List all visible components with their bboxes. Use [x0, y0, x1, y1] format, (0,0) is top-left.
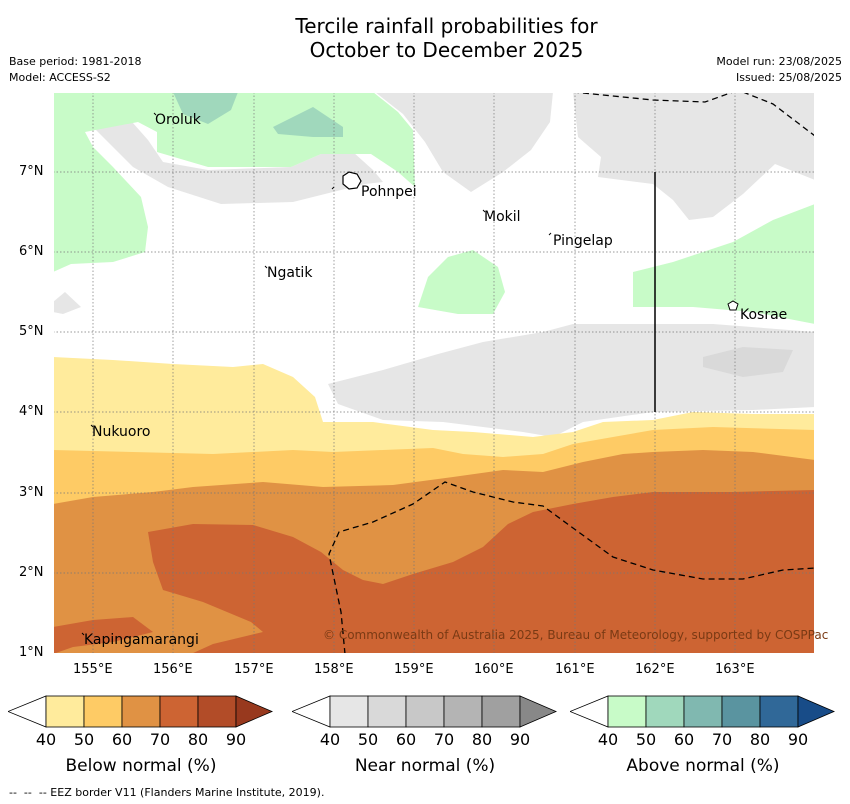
- map-title-line1: Tercile rainfall probabilities for: [295, 14, 598, 38]
- above-normal-tick-90: 90: [787, 730, 809, 749]
- near-normal-title: Near normal (%): [354, 756, 496, 776]
- colorbar-above-normal: [570, 695, 836, 728]
- place-label-kosrae: Kosrae: [740, 307, 788, 323]
- below-normal-70-band: [148, 490, 815, 654]
- near-normal-over-arrow: [519, 695, 558, 728]
- map-gridlines: [53, 92, 815, 654]
- model-run-text: Model run: 23/08/2025: [716, 55, 842, 68]
- above-normal-swatch-50: [645, 695, 685, 728]
- near-normal-tick-70: 70: [433, 730, 455, 749]
- above-normal-tick-70: 70: [711, 730, 733, 749]
- place-label-oroluk: Oroluk: [155, 112, 201, 128]
- near-normal-tick-50: 50: [357, 730, 379, 749]
- lat-tick-5: 5°N: [19, 324, 44, 339]
- map-title-line2: October to December 2025: [309, 38, 584, 62]
- lon-tick-158: 158°E: [314, 662, 354, 677]
- below-normal-swatch-80: [197, 695, 237, 728]
- near-normal-swatch-60: [405, 695, 445, 728]
- below-normal-swatch-60: [121, 695, 161, 728]
- lat-tick-4: 4°N: [19, 404, 44, 419]
- near-normal-tick-80: 80: [471, 730, 493, 749]
- model-text: Model: ACCESS-S2: [9, 71, 111, 84]
- near-normal-under-arrow: [292, 695, 331, 728]
- below-normal-tick-40: 40: [35, 730, 57, 749]
- issued-text: Issued: 25/08/2025: [735, 71, 842, 84]
- place-label-pingelap: Pingelap: [553, 233, 613, 249]
- near-normal-swatch-50: [367, 695, 407, 728]
- copyright-notice: © Commonwealth of Australia 2025, Bureau…: [323, 628, 829, 642]
- lon-tick-155: 155°E: [73, 662, 113, 677]
- lat-tick-2: 2°N: [19, 565, 44, 580]
- below-normal-tick-50: 50: [73, 730, 95, 749]
- below-normal-tick-60: 60: [111, 730, 133, 749]
- near-normal-darker-patch: [703, 347, 793, 377]
- below-normal-tick-70: 70: [149, 730, 171, 749]
- lon-tick-159: 159°E: [394, 662, 434, 677]
- above-normal-tick-60: 60: [673, 730, 695, 749]
- above-normal-swatch-70: [721, 695, 761, 728]
- below-normal-70-patch-sw: [53, 617, 153, 654]
- place-label-kapingamarangi: Kapingamarangi: [84, 632, 199, 648]
- lat-tick-7: 7°N: [19, 164, 44, 179]
- eez-legend: -- -- -- EEZ border V11 (Flanders Marine…: [9, 786, 325, 799]
- lon-tick-160: 160°E: [474, 662, 514, 677]
- near-normal-region-central: [328, 324, 815, 437]
- above-normal-swatch-60: [683, 695, 723, 728]
- near-normal-swatch-40: [329, 695, 369, 728]
- above-normal-tick-80: 80: [749, 730, 771, 749]
- colorbar-below-normal: [8, 695, 274, 728]
- eez-border-south: [328, 481, 815, 654]
- above-normal-tick-40: 40: [597, 730, 619, 749]
- lat-tick-1: 1°N: [19, 645, 44, 660]
- near-normal-region-north: [375, 92, 553, 192]
- near-normal-region-northwest: [93, 114, 383, 204]
- above-normal-over-arrow: [797, 695, 836, 728]
- lat-tick-6: 6°N: [19, 244, 44, 259]
- kosrae-island: [727, 300, 739, 311]
- lon-tick-157: 157°E: [234, 662, 274, 677]
- place-label-mokil: Mokil: [484, 209, 521, 225]
- below-normal-tick-80: 80: [187, 730, 209, 749]
- lon-tick-162: 162°E: [635, 662, 675, 677]
- above-normal-50-patch-b: [273, 107, 343, 137]
- place-label-nukuoro: Nukuoro: [92, 424, 151, 440]
- place-label-ngatik: Ngatik: [267, 265, 313, 281]
- forecast-map: [53, 92, 815, 654]
- above-normal-region-east: [633, 204, 815, 324]
- below-normal-title: Below normal (%): [65, 756, 217, 776]
- pohnpei-island: [342, 171, 362, 190]
- base-period-text: Base period: 1981-2018: [9, 55, 142, 68]
- eez-border-north: [572, 92, 815, 137]
- above-normal-title: Above normal (%): [626, 756, 780, 776]
- above-normal-swatch-40: [607, 695, 647, 728]
- colorbar-near-normal: [292, 695, 558, 728]
- lon-tick-156: 156°E: [153, 662, 193, 677]
- near-normal-small-island: [53, 292, 81, 314]
- above-normal-region-center: [418, 250, 505, 314]
- below-normal-swatch-70: [159, 695, 199, 728]
- below-normal-swatch-50: [83, 695, 123, 728]
- place-label-pohnpei: Pohnpei: [361, 184, 417, 200]
- lat-tick-3: 3°N: [19, 485, 44, 500]
- above-normal-50-patch-a: [173, 92, 238, 124]
- near-normal-tick-90: 90: [509, 730, 531, 749]
- near-normal-tick-60: 60: [395, 730, 417, 749]
- atoll-markers: [81, 112, 552, 636]
- near-normal-swatch-80: [481, 695, 521, 728]
- near-normal-region-northeast: [573, 92, 815, 220]
- near-normal-tick-40: 40: [319, 730, 341, 749]
- above-normal-tick-50: 50: [635, 730, 657, 749]
- near-normal-swatch-70: [443, 695, 483, 728]
- below-normal-swatch-40: [45, 695, 85, 728]
- below-normal-tick-90: 90: [225, 730, 247, 749]
- below-normal-over-arrow: [235, 695, 274, 728]
- below-normal-under-arrow: [8, 695, 47, 728]
- above-normal-swatch-80: [759, 695, 799, 728]
- lon-tick-161: 161°E: [555, 662, 595, 677]
- above-normal-under-arrow: [570, 695, 609, 728]
- lon-tick-163: 163°E: [715, 662, 755, 677]
